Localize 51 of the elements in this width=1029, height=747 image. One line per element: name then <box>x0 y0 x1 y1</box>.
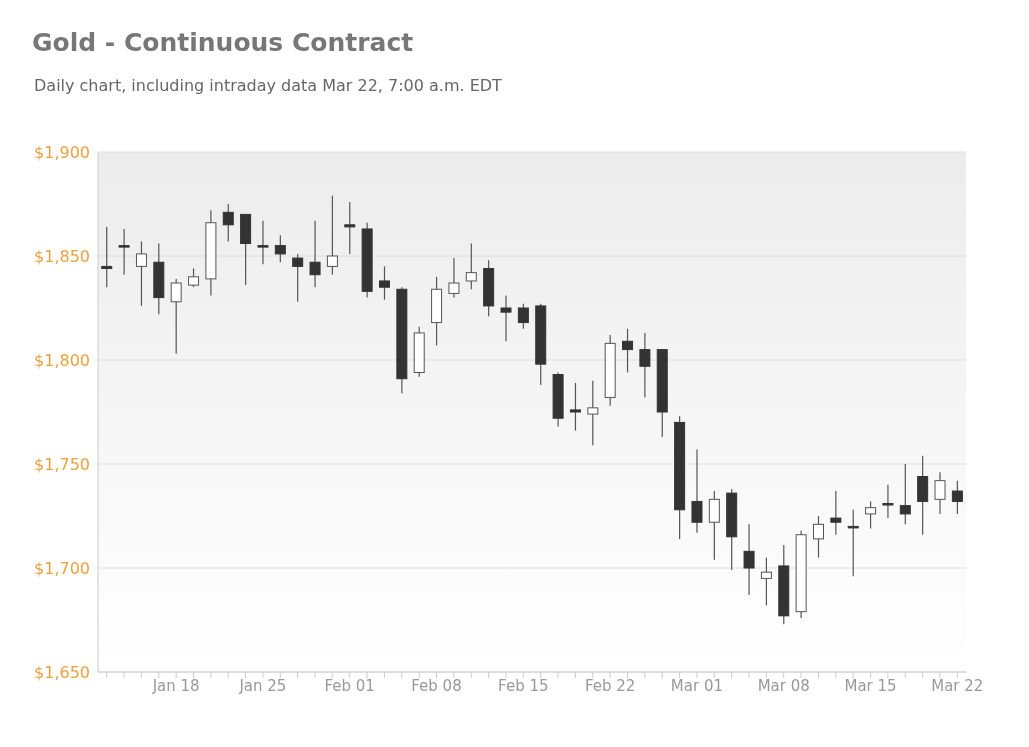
chart-subtitle: Daily chart, including intraday data Mar 22, 7:00 a.m. EDT <box>34 76 502 95</box>
candlestick <box>344 201 356 255</box>
y-tick-label: $1,700 <box>34 558 90 578</box>
candlestick <box>448 257 460 299</box>
x-tick-label: Jan 25 <box>238 676 287 695</box>
candlestick <box>708 490 720 561</box>
candlestick <box>500 294 512 342</box>
x-tick-label: Feb 08 <box>411 676 462 695</box>
candlestick <box>292 253 304 303</box>
candlestick <box>101 226 113 288</box>
candlestick <box>639 332 651 399</box>
candlestick <box>899 463 911 525</box>
candlestick <box>517 303 529 330</box>
y-tick-label: $1,850 <box>34 246 90 266</box>
candlestick <box>934 471 946 515</box>
y-tick-label: $1,750 <box>34 454 90 474</box>
candlestick <box>847 509 859 577</box>
candlestick <box>813 515 824 559</box>
x-tick-label: Mar 15 <box>844 676 897 695</box>
x-tick-label: Feb 15 <box>498 676 549 695</box>
candlestick <box>309 220 321 288</box>
candlestick <box>882 484 894 519</box>
x-tick-label: Mar 08 <box>757 676 810 695</box>
y-tick-label: $1,800 <box>34 350 90 370</box>
chart-title: Gold - Continuous Contract <box>32 28 414 57</box>
candlestick <box>379 265 390 301</box>
y-tick-label: $1,900 <box>34 142 90 162</box>
x-tick-label: Feb 01 <box>324 676 375 695</box>
candlestick <box>830 490 842 536</box>
y-tick-label: $1,650 <box>34 662 90 682</box>
x-tick-label: Jan 18 <box>151 676 200 695</box>
candlestick <box>170 278 182 355</box>
x-tick-label: Feb 22 <box>584 676 636 695</box>
candlestick <box>743 523 755 596</box>
candlestick <box>691 448 703 534</box>
candlestick <box>257 220 269 265</box>
candlestick <box>569 382 581 432</box>
candlestick <box>274 234 286 263</box>
candlestick <box>951 480 963 515</box>
candlestick <box>622 328 634 374</box>
candlestick <box>326 195 338 276</box>
candlestick <box>587 380 599 446</box>
candlestick <box>222 203 234 243</box>
x-tick-label: Mar 01 <box>670 676 723 695</box>
candlestick <box>118 228 130 276</box>
candlestick <box>760 557 772 607</box>
candlestick <box>865 500 877 530</box>
candlestick <box>135 240 147 307</box>
candlestick <box>188 267 200 288</box>
candlestick <box>465 242 477 290</box>
x-tick-label: Mar 22 <box>931 676 984 695</box>
